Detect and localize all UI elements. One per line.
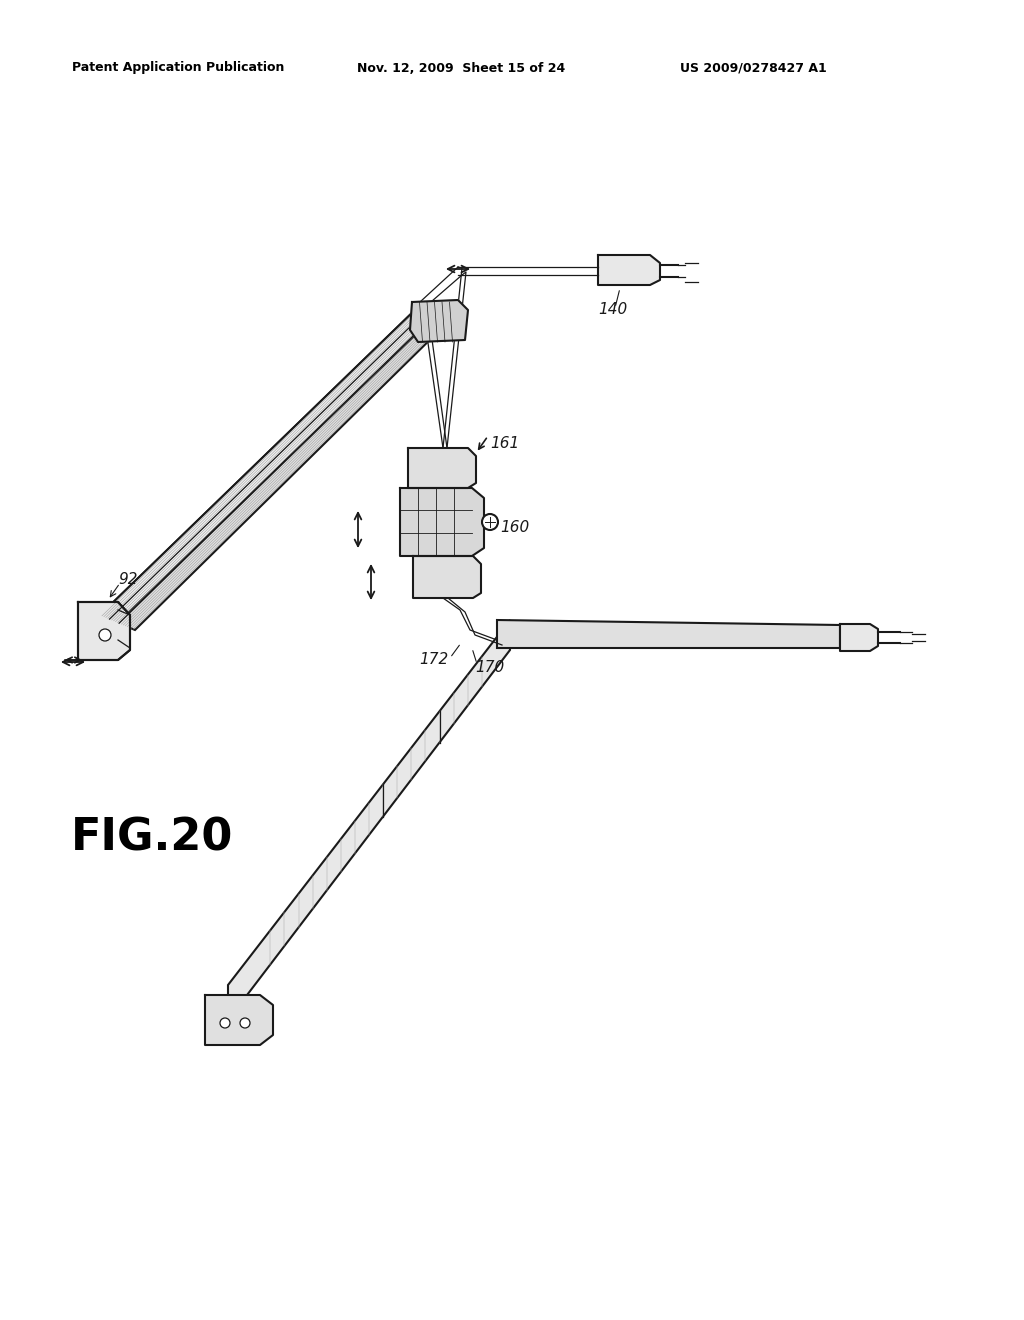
Polygon shape (78, 602, 130, 660)
Polygon shape (205, 995, 273, 1045)
Circle shape (99, 630, 111, 642)
Circle shape (220, 1018, 230, 1028)
Text: 140: 140 (598, 302, 628, 318)
Circle shape (482, 513, 498, 531)
Text: 161: 161 (490, 436, 519, 450)
Polygon shape (413, 556, 481, 598)
Polygon shape (408, 447, 476, 488)
Polygon shape (400, 488, 484, 556)
Text: 170: 170 (475, 660, 504, 676)
Polygon shape (410, 300, 468, 342)
Polygon shape (228, 620, 510, 1020)
Text: US 2009/0278427 A1: US 2009/0278427 A1 (680, 62, 826, 74)
Text: 160: 160 (500, 520, 529, 535)
Text: 92: 92 (118, 573, 137, 587)
Text: Nov. 12, 2009  Sheet 15 of 24: Nov. 12, 2009 Sheet 15 of 24 (357, 62, 565, 74)
Text: 172: 172 (419, 652, 449, 668)
Text: FIG.20: FIG.20 (71, 817, 233, 859)
Polygon shape (840, 624, 878, 651)
Text: Patent Application Publication: Patent Application Publication (72, 62, 285, 74)
Polygon shape (100, 310, 415, 640)
Polygon shape (497, 620, 840, 648)
Polygon shape (598, 255, 660, 285)
Circle shape (240, 1018, 250, 1028)
Polygon shape (100, 310, 449, 630)
